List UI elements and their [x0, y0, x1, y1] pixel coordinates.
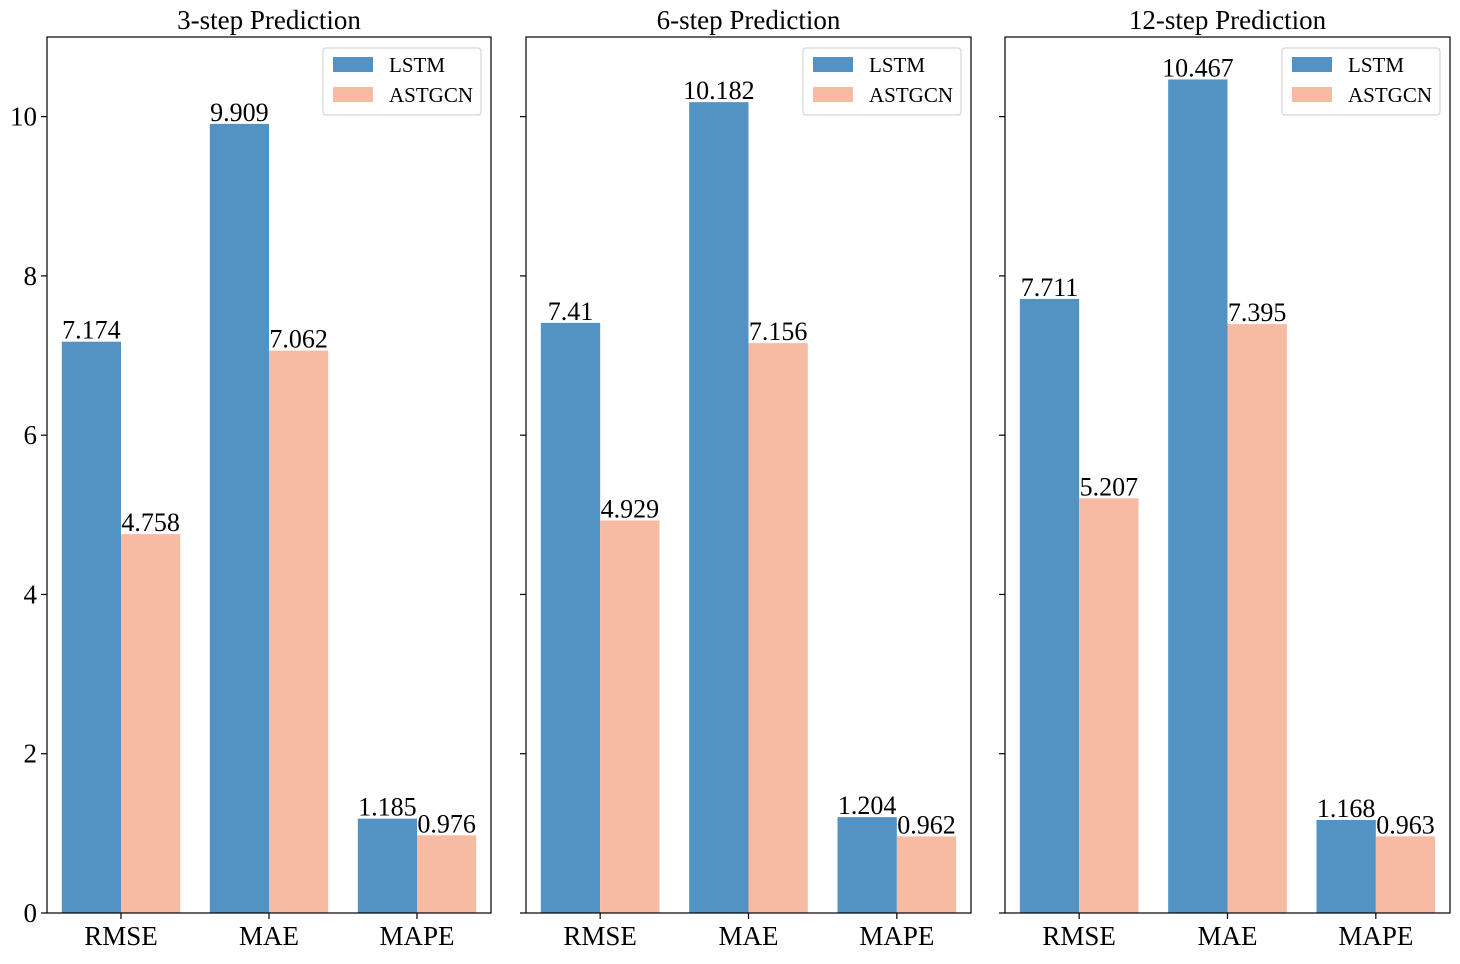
y-tick-label: 4 — [24, 579, 38, 609]
panel-title: 12-step Prediction — [1129, 5, 1327, 35]
panel-title: 6-step Prediction — [657, 5, 841, 35]
data-label: 7.156 — [749, 317, 808, 346]
y-tick-label: 2 — [24, 739, 38, 769]
bar-astgcn-mae — [1227, 324, 1287, 913]
data-label: 9.909 — [210, 98, 269, 127]
bar-lstm-mae — [209, 123, 269, 913]
x-tick-label: RMSE — [563, 921, 637, 951]
legend-label-astgcn: ASTGCN — [389, 83, 473, 107]
legend-swatch-lstm — [1292, 57, 1332, 72]
y-tick-label: 10 — [10, 102, 37, 132]
bar-lstm-mae — [689, 102, 749, 913]
bar-lstm-mape — [1316, 819, 1376, 913]
data-label: 5.207 — [1080, 472, 1139, 501]
panel-title: 3-step Prediction — [177, 5, 361, 35]
legend-label-lstm: LSTM — [1348, 53, 1404, 77]
chart-panel-2: 6-step Prediction 7.41 4.929 RMSE 10.182 7.15… — [520, 5, 972, 951]
legend-label-lstm: LSTM — [869, 53, 925, 77]
legend-label-astgcn: ASTGCN — [1348, 83, 1432, 107]
data-label: 4.758 — [121, 508, 180, 537]
bar-astgcn-mape — [1375, 836, 1436, 913]
data-label: 0.962 — [897, 810, 956, 839]
x-tick-label: MAPE — [859, 921, 934, 951]
bar-astgcn-mape — [896, 836, 957, 913]
legend: LSTM ASTGCN — [802, 47, 962, 116]
axes-frame — [525, 36, 972, 914]
axes-frame — [1004, 36, 1451, 914]
bar-astgcn-mape — [417, 835, 477, 913]
legend-swatch-astgcn — [1292, 87, 1332, 102]
legend-swatch-lstm — [813, 57, 853, 72]
bar-lstm-mape — [837, 817, 897, 913]
data-label: 1.204 — [838, 791, 897, 820]
y-tick-label: 0 — [24, 898, 38, 928]
data-label: 0.976 — [417, 809, 476, 838]
legend: LSTM ASTGCN — [1281, 47, 1441, 116]
bar-lstm-rmse — [61, 341, 121, 913]
bar-lstm-rmse — [540, 322, 601, 913]
x-tick-label: RMSE — [84, 921, 158, 951]
data-label: 7.711 — [1021, 273, 1079, 302]
bar-astgcn-rmse — [600, 520, 660, 913]
legend-swatch-astgcn — [813, 87, 853, 102]
chart-panel-1: 3-step Prediction 0 2 4 6 8 10 7.174 4.758 RMSE 9.… — [10, 5, 492, 951]
bar-lstm-rmse — [1019, 298, 1080, 913]
x-tick-label: MAE — [1198, 921, 1258, 951]
bar-lstm-mae — [1168, 79, 1228, 914]
data-label: 1.168 — [1317, 794, 1376, 823]
data-label: 4.929 — [601, 494, 660, 523]
bar-astgcn-mae — [748, 343, 808, 913]
data-label: 10.467 — [1162, 53, 1234, 82]
bar-astgcn-rmse — [1079, 498, 1139, 913]
data-label: 7.174 — [62, 316, 121, 345]
data-label: 7.41 — [548, 297, 594, 326]
data-label: 7.062 — [269, 325, 328, 354]
axes-frame — [46, 36, 492, 914]
data-label: 0.963 — [1376, 810, 1435, 839]
y-tick-label: 8 — [24, 261, 38, 291]
legend-swatch-astgcn — [333, 87, 373, 102]
x-tick-label: MAE — [239, 921, 299, 951]
data-label: 7.395 — [1228, 298, 1287, 327]
bar-lstm-mape — [357, 818, 417, 913]
bar-astgcn-rmse — [121, 534, 181, 913]
x-tick-label: MAPE — [379, 921, 454, 951]
legend-swatch-lstm — [333, 57, 373, 72]
x-tick-label: MAE — [719, 921, 779, 951]
legend-label-astgcn: ASTGCN — [869, 83, 953, 107]
chart-panel-3: 12-step Prediction 7.711 5.207 RMSE 10.467 7.… — [999, 5, 1451, 951]
y-tick-label: 6 — [24, 420, 38, 450]
bar-astgcn-mae — [269, 350, 329, 913]
x-tick-label: RMSE — [1042, 921, 1116, 951]
legend: LSTM ASTGCN — [322, 47, 482, 116]
x-tick-label: MAPE — [1338, 921, 1413, 951]
data-label: 10.182 — [683, 76, 755, 105]
legend-label-lstm: LSTM — [389, 53, 445, 77]
data-label: 1.185 — [358, 793, 417, 822]
